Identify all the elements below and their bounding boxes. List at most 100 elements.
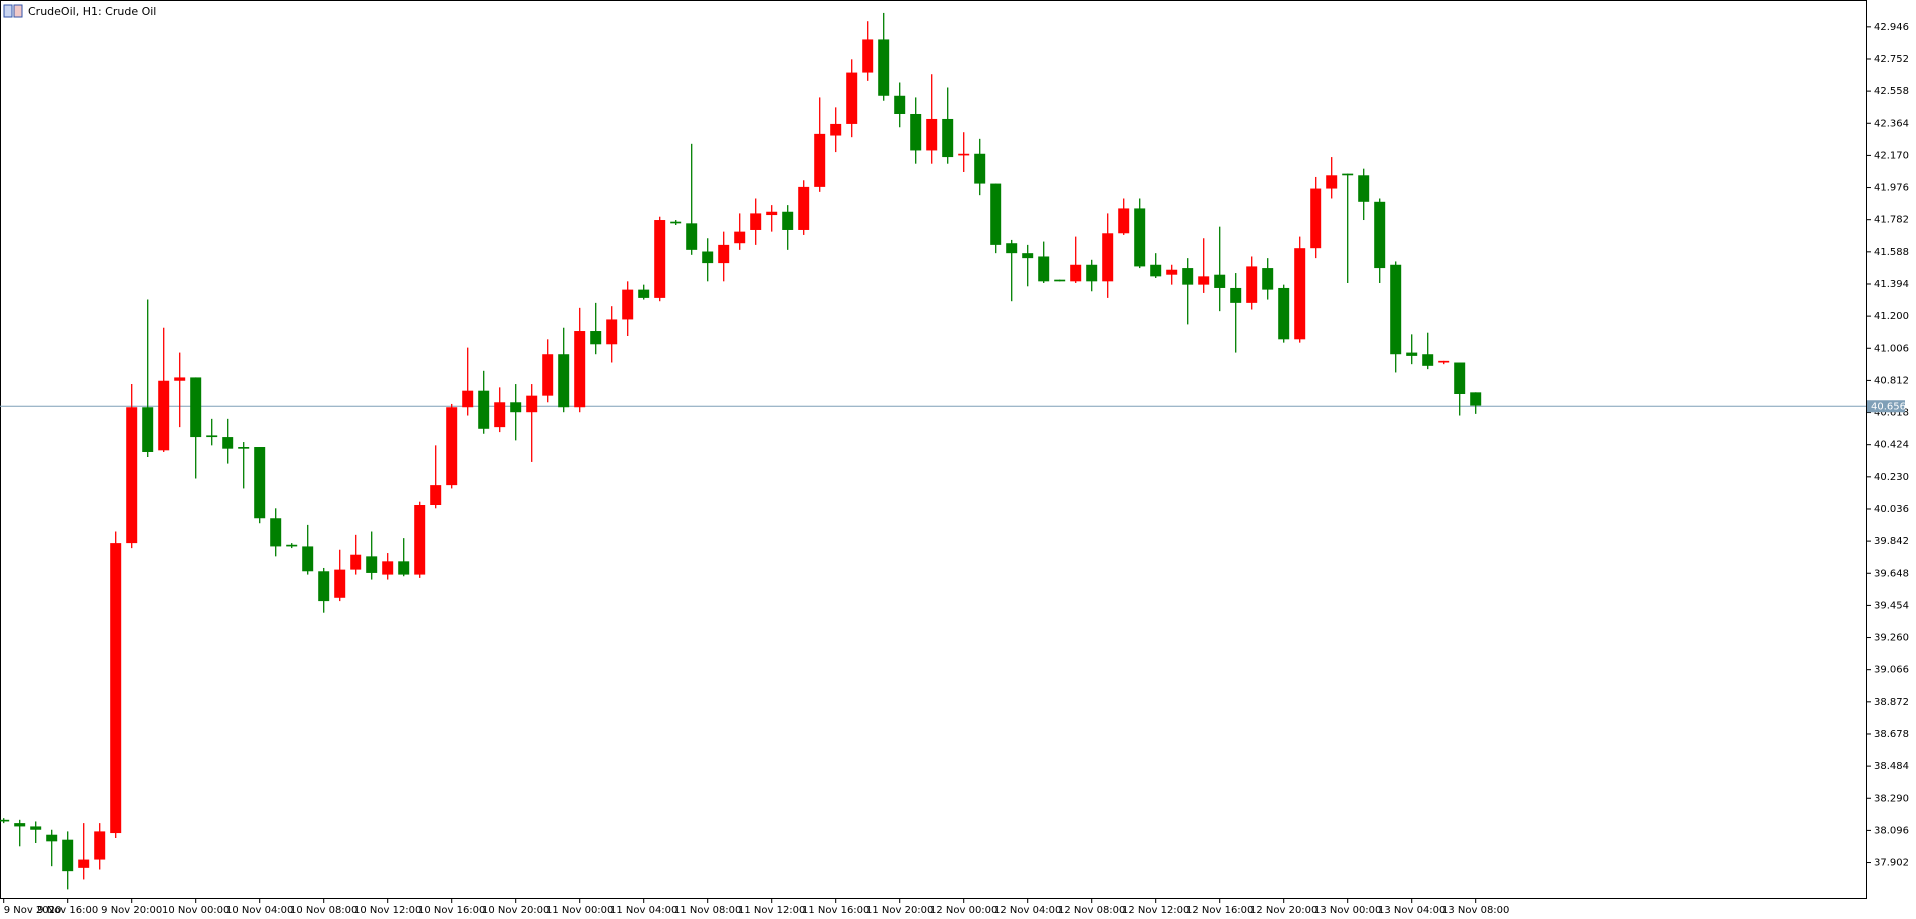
candle-body xyxy=(46,834,58,842)
candle-body xyxy=(1070,264,1082,282)
candle-body xyxy=(206,435,218,438)
x-tick-label: 12 Nov 08:00 xyxy=(1058,905,1125,916)
x-tick-label: 10 Nov 04:00 xyxy=(226,905,293,916)
x-tick-label: 12 Nov 00:00 xyxy=(930,905,997,916)
y-tick-label: 41.976 xyxy=(1874,183,1909,194)
candle-body xyxy=(350,554,362,570)
y-tick-label: 38.096 xyxy=(1874,825,1909,836)
candle-body xyxy=(526,395,538,413)
candle-body xyxy=(494,402,506,428)
y-tick-label: 42.752 xyxy=(1874,54,1909,65)
candle-body xyxy=(510,402,522,413)
y-tick-label: 41.394 xyxy=(1874,279,1909,290)
candle-body xyxy=(638,289,650,298)
candle-body xyxy=(542,354,554,396)
candle-body xyxy=(110,543,122,834)
candle-body xyxy=(894,95,906,114)
y-tick-label: 40.812 xyxy=(1874,375,1909,386)
x-tick-label: 11 Nov 04:00 xyxy=(610,905,677,916)
y-tick-label: 41.588 xyxy=(1874,247,1909,258)
x-tick-label: 11 Nov 12:00 xyxy=(738,905,805,916)
candle-body xyxy=(1118,208,1130,234)
candle-body xyxy=(1422,354,1434,366)
y-tick-label: 41.006 xyxy=(1874,343,1909,354)
y-tick-label: 38.678 xyxy=(1874,729,1909,740)
x-tick-label: 10 Nov 12:00 xyxy=(354,905,421,916)
y-tick-label: 37.902 xyxy=(1874,858,1909,869)
candle-body xyxy=(926,118,938,151)
x-tick-label: 12 Nov 12:00 xyxy=(1122,905,1189,916)
candle-body xyxy=(286,544,298,547)
candle-body xyxy=(814,133,826,187)
x-tick-label: 13 Nov 00:00 xyxy=(1314,905,1381,916)
candle-body xyxy=(654,220,666,298)
candle-body xyxy=(974,153,986,184)
y-tick-label: 41.782 xyxy=(1874,215,1909,226)
candle-body xyxy=(254,447,266,519)
x-tick-label: 11 Nov 16:00 xyxy=(802,905,869,916)
x-tick-label: 9 Nov 20:00 xyxy=(101,905,162,916)
candle-body xyxy=(222,437,234,449)
candle-body xyxy=(1054,279,1066,282)
y-tick-label: 38.290 xyxy=(1874,793,1909,804)
y-tick-label: 39.066 xyxy=(1874,665,1909,676)
candle-body xyxy=(1278,287,1290,340)
candle-body xyxy=(334,569,346,598)
candle-body xyxy=(430,485,442,506)
chart-title: CrudeOil, H1: Crude Oil xyxy=(28,5,156,18)
candle-body xyxy=(366,556,378,573)
x-tick-label: 10 Nov 08:00 xyxy=(290,905,357,916)
candle-body xyxy=(478,390,490,429)
candle-body xyxy=(622,289,634,320)
candle-body xyxy=(1454,362,1466,394)
candle-body xyxy=(318,571,330,602)
candle-body xyxy=(398,561,410,575)
candle-body xyxy=(878,39,890,96)
candle-body xyxy=(766,211,778,216)
candle-body xyxy=(14,823,26,827)
candle-body xyxy=(734,231,746,244)
candle-body xyxy=(174,377,186,381)
x-tick-label: 10 Nov 00:00 xyxy=(162,905,229,916)
candle-body xyxy=(702,251,714,264)
candle-body xyxy=(446,407,458,486)
y-tick-label: 39.648 xyxy=(1874,568,1909,579)
candle-body xyxy=(990,183,1002,245)
candle-body xyxy=(1086,264,1098,282)
candle-body xyxy=(238,447,250,449)
x-tick-label: 12 Nov 04:00 xyxy=(994,905,1061,916)
y-tick-label: 40.230 xyxy=(1874,472,1909,483)
y-tick-label: 39.454 xyxy=(1874,600,1909,611)
x-tick-label: 12 Nov 16:00 xyxy=(1186,905,1253,916)
candle-body xyxy=(142,407,154,452)
candle-body xyxy=(1198,276,1210,285)
candle-body xyxy=(1214,274,1226,288)
candle-body xyxy=(62,839,74,872)
candle-body xyxy=(590,331,602,345)
candle-body xyxy=(1134,208,1146,267)
candle-body xyxy=(1406,352,1418,356)
symbol-icon xyxy=(3,4,23,18)
candle-body xyxy=(750,213,762,230)
candle-body xyxy=(910,113,922,151)
y-tick-label: 40.618 xyxy=(1874,408,1909,419)
x-tick-label: 10 Nov 20:00 xyxy=(482,905,549,916)
x-tick-label: 13 Nov 08:00 xyxy=(1442,905,1509,916)
y-tick-label: 39.260 xyxy=(1874,633,1909,644)
candle-body xyxy=(606,319,618,345)
candle-body xyxy=(1326,175,1338,189)
candle-body xyxy=(302,546,314,572)
candle-body xyxy=(782,211,794,230)
candle-body xyxy=(1246,266,1258,303)
candle-body xyxy=(1470,392,1482,406)
candle-body xyxy=(126,407,138,544)
candle-body xyxy=(30,826,42,830)
candle-body xyxy=(942,118,954,158)
candle-body xyxy=(1150,264,1162,277)
candle-body xyxy=(1374,201,1386,269)
x-tick-label: 12 Nov 20:00 xyxy=(1250,905,1317,916)
candle-body xyxy=(862,39,874,73)
candle-body xyxy=(1230,287,1242,303)
last-price-label: 40.656 xyxy=(1871,401,1906,412)
candle-body xyxy=(1262,268,1274,290)
